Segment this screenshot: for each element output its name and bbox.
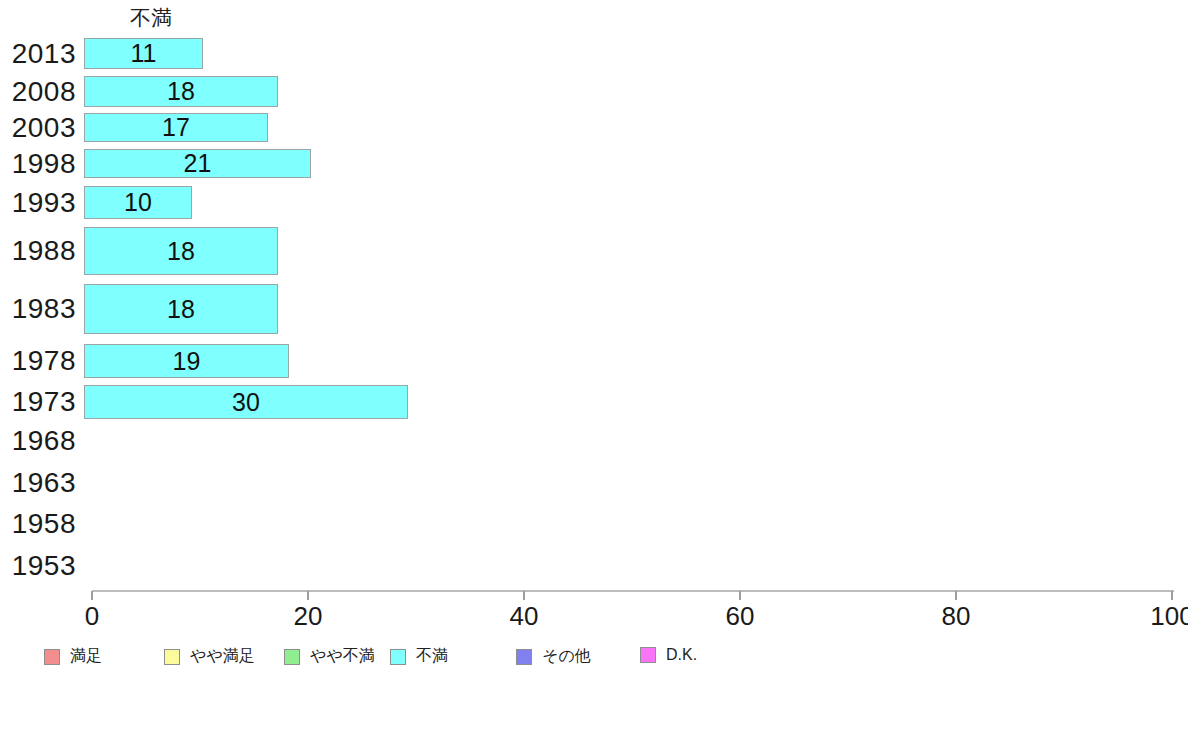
legend: 満足 やや満足 やや不満 不満 その他 D.K. [0,646,1188,670]
chart-row: 2008 18 [0,76,1188,107]
legend-label: 不満 [416,646,448,667]
bar-value-label: 19 [173,347,201,376]
chart-row: 1988 18 [0,227,1188,275]
bar-value-label: 11 [131,39,157,68]
legend-label: その他 [542,646,591,667]
legend-label: やや不満 [310,646,375,667]
y-axis-label: 1973 [0,385,84,419]
bar-1978[interactable]: 19 [84,344,289,378]
legend-item-5[interactable]: その他 [516,646,591,667]
chart-row: 1973 30 [0,385,1188,419]
y-axis-label: 1998 [0,149,84,178]
y-axis-label: 1958 [0,511,84,537]
legend-item-2[interactable]: やや満足 [164,646,255,667]
legend-swatch [284,649,300,665]
chart-row: 1958 [0,511,1188,537]
chart-row: 1953 [0,553,1188,579]
y-axis-label: 1963 [0,470,84,496]
chart-row: 1993 10 [0,186,1188,219]
x-axis-tick-label: 0 [52,601,132,632]
legend-swatch [164,649,180,665]
x-axis-tick-label: 40 [484,601,564,632]
legend-item-6[interactable]: D.K. [640,646,697,664]
chart-row: 1968 [0,428,1188,454]
legend-swatch [390,649,406,665]
x-axis-tick [955,591,957,600]
bar-value-label: 18 [167,77,195,106]
bar-value-label: 21 [184,149,212,178]
legend-item-3[interactable]: やや不満 [284,646,375,667]
x-axis-tick [1171,591,1173,600]
legend-item-4[interactable]: 不満 [390,646,448,667]
bar-value-label: 17 [162,113,190,142]
chart-row: 1983 18 [0,284,1188,334]
chart-title: 不満 [92,4,210,32]
y-axis-label: 1953 [0,553,84,579]
bar-2013[interactable]: 11 [84,38,203,69]
legend-label: 満足 [70,646,102,667]
x-axis-tick-label: 80 [916,601,996,632]
legend-item-1[interactable]: 満足 [44,646,102,667]
x-axis-tick [739,591,741,600]
legend-swatch [516,649,532,665]
legend-swatch [44,649,60,665]
bar-value-label: 18 [167,295,195,324]
y-axis-label: 2013 [0,38,84,69]
bar-2003[interactable]: 17 [84,113,268,142]
bar-value-label: 18 [167,237,195,266]
x-axis-tick-label: 20 [268,601,348,632]
x-axis-tick-label: 60 [700,601,780,632]
bar-value-label: 30 [232,388,260,417]
bar-1993[interactable]: 10 [84,186,192,219]
chart-row: 1963 [0,470,1188,496]
y-axis-label: 1968 [0,428,84,454]
chart-row: 2013 11 [0,38,1188,69]
y-axis-label: 2008 [0,76,84,107]
y-axis-label: 1978 [0,344,84,378]
y-axis-label: 1993 [0,186,84,219]
x-axis-tick [523,591,525,600]
x-axis-line [92,590,1174,592]
chart-row: 1998 21 [0,149,1188,178]
legend-swatch [640,647,656,663]
bar-1983[interactable]: 18 [84,284,278,334]
y-axis-label: 1983 [0,284,84,334]
bar-1973[interactable]: 30 [84,385,408,419]
bar-value-label: 10 [124,188,152,217]
x-axis-tick [307,591,309,600]
bar-chart: 不満 2013112008182003171998211993101988181… [0,0,1188,736]
legend-label: D.K. [666,646,697,664]
bar-1988[interactable]: 18 [84,227,278,275]
bar-2008[interactable]: 18 [84,76,278,107]
chart-row: 1978 19 [0,344,1188,378]
bar-1998[interactable]: 21 [84,149,311,178]
y-axis-label: 2003 [0,113,84,142]
x-axis-tick-label: 100 [1132,601,1188,632]
y-axis-label: 1988 [0,227,84,275]
legend-label: やや満足 [190,646,255,667]
chart-row: 2003 17 [0,113,1188,142]
x-axis-tick [91,591,93,600]
